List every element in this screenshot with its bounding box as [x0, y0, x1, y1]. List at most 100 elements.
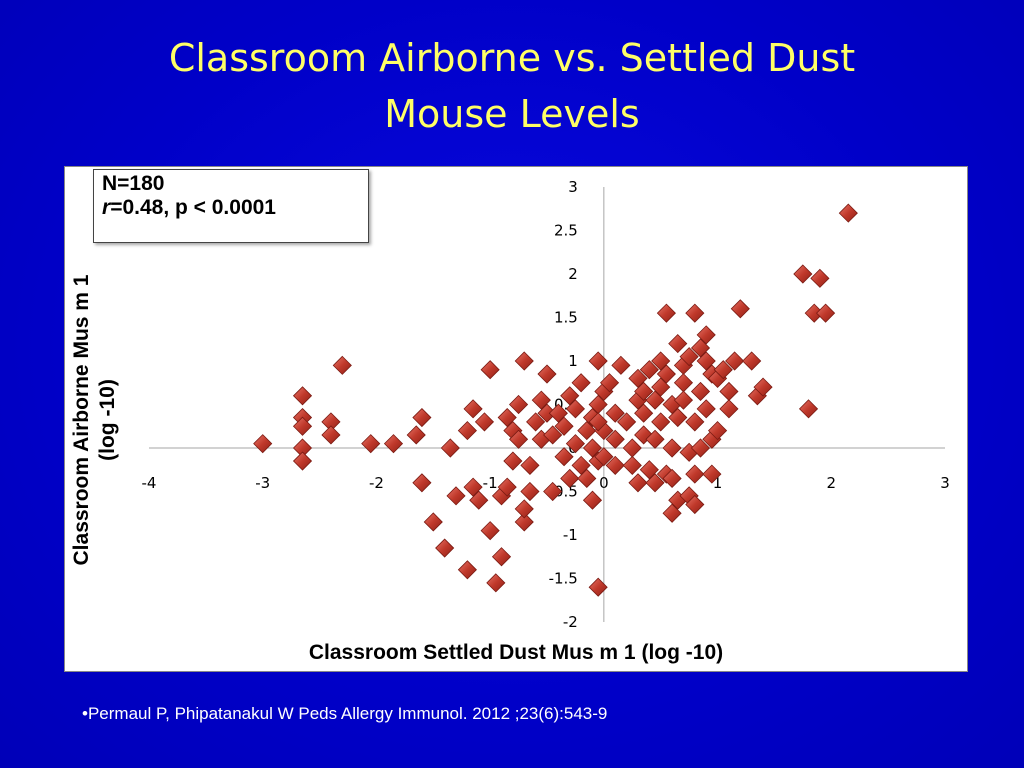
data-point — [651, 412, 671, 432]
data-point — [611, 355, 631, 375]
correlation-r-symbol: r — [102, 196, 111, 219]
data-point — [554, 416, 574, 436]
data-point — [696, 399, 716, 419]
x-axis-label: Classroom Settled Dust Mus m 1 (log -10) — [308, 641, 724, 664]
data-point — [383, 434, 404, 454]
data-point — [685, 464, 705, 484]
data-point — [412, 407, 432, 428]
data-point — [491, 547, 512, 567]
data-point — [480, 521, 500, 541]
y-tick-label: 2 — [568, 265, 578, 283]
data-point — [662, 438, 682, 458]
y-axis-label-line1: Classroom Airborne Mus m 1 — [70, 274, 93, 566]
data-point — [463, 477, 483, 497]
correlation-label: r=0.48, p < 0.0001 — [102, 196, 368, 220]
data-point — [548, 403, 568, 423]
data-point — [582, 438, 603, 458]
data-point — [838, 203, 858, 223]
data-point — [565, 399, 585, 419]
data-point — [645, 390, 665, 410]
y-tick-label: 1 — [568, 352, 578, 370]
data-point — [577, 421, 597, 441]
x-tick-label: -4 — [142, 474, 157, 492]
data-point — [440, 438, 460, 458]
data-point — [292, 416, 313, 436]
data-point — [668, 334, 688, 354]
data-point — [520, 455, 540, 475]
y-axis-label-line2: (log -10) — [96, 379, 119, 461]
data-point — [469, 490, 489, 510]
data-point — [673, 390, 694, 410]
data-point — [662, 503, 682, 523]
data-point — [423, 512, 443, 532]
data-point — [730, 299, 750, 319]
data-point — [321, 425, 341, 445]
data-point — [690, 438, 711, 458]
data-point — [486, 573, 506, 593]
x-tick-label: 3 — [940, 474, 950, 492]
data-point — [571, 373, 591, 393]
y-tick-label: 3 — [568, 178, 578, 196]
data-point — [617, 412, 637, 432]
data-point — [412, 473, 432, 493]
data-point — [577, 468, 597, 489]
data-point — [702, 464, 722, 484]
data-point — [662, 468, 682, 489]
data-point — [588, 412, 608, 432]
data-point — [690, 338, 711, 358]
data-point — [605, 429, 625, 449]
data-point — [503, 451, 523, 471]
data-point — [582, 490, 603, 510]
data-point — [292, 451, 313, 471]
slide-title-line2: Mouse Levels — [384, 92, 640, 136]
data-point — [645, 473, 665, 493]
data-point — [474, 412, 495, 432]
x-tick-label: -1 — [483, 474, 498, 492]
data-point — [292, 386, 313, 406]
y-tick-label: 1.5 — [554, 309, 578, 327]
data-point — [639, 360, 659, 380]
data-point — [526, 412, 546, 432]
y-tick-label: -1.5 — [549, 570, 578, 588]
data-point — [571, 455, 591, 475]
data-point — [463, 399, 483, 419]
slide-title: Classroom Airborne vs. Settled Dust Mous… — [62, 30, 962, 142]
data-point — [713, 360, 733, 380]
data-point — [668, 407, 688, 428]
data-point — [457, 560, 477, 580]
data-point — [605, 403, 625, 423]
data-point — [645, 429, 665, 449]
data-point — [497, 407, 517, 428]
data-point — [753, 377, 773, 397]
data-point — [457, 421, 477, 441]
data-point — [543, 481, 563, 502]
y-tick-label: -1 — [563, 526, 578, 544]
data-point — [634, 381, 654, 402]
data-point — [514, 512, 534, 532]
data-point — [605, 455, 625, 475]
x-tick-label: 0 — [599, 474, 609, 492]
correlation-value: =0.48, p < 0.0001 — [110, 196, 276, 219]
data-point — [708, 421, 728, 441]
data-point — [685, 494, 705, 515]
x-tick-label: -2 — [369, 474, 384, 492]
data-point — [253, 434, 273, 454]
data-point — [554, 447, 574, 467]
data-point — [406, 425, 426, 445]
data-point — [497, 477, 517, 497]
data-point — [719, 399, 739, 419]
data-point — [719, 381, 739, 402]
data-point — [656, 303, 676, 323]
x-tick-label: 1 — [713, 474, 723, 492]
data-point — [514, 351, 534, 371]
data-point — [673, 373, 694, 393]
data-point — [656, 364, 676, 384]
data-point — [361, 434, 381, 454]
data-point — [520, 481, 540, 502]
data-point — [742, 351, 762, 371]
data-point — [651, 377, 671, 397]
data-point — [560, 386, 580, 406]
